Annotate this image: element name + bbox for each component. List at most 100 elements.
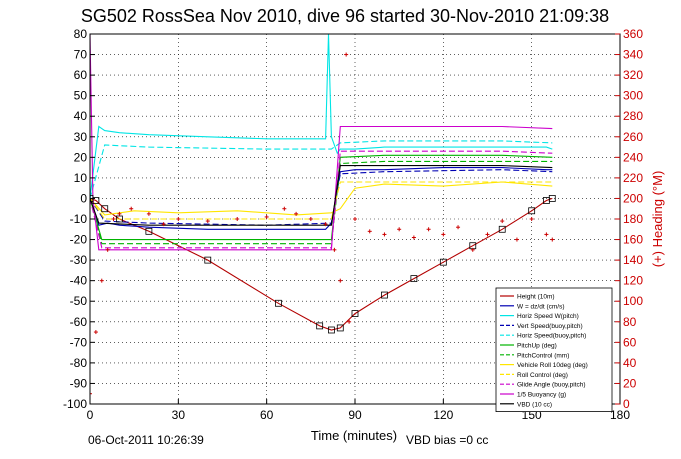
heading-point — [282, 206, 287, 211]
legend-label-8: Roll Control (deg) — [517, 372, 568, 379]
y-tick-label: 0 — [80, 191, 87, 205]
x-tick-label: 90 — [348, 408, 362, 422]
height-marker — [204, 256, 212, 264]
legend-items: Height (10m) W = dz/dt (cm/s) Horiz Speed … — [500, 294, 588, 408]
y-tick-label: 70 — [74, 48, 88, 62]
right-tick-label: 40 — [623, 356, 637, 370]
legend: Height (10m) W = dz/dt (cm/s) Horiz Speed … — [495, 287, 613, 412]
heading-point — [205, 219, 210, 224]
heading-point — [550, 237, 555, 242]
legend-label-0: Height (10m) — [517, 294, 555, 301]
y-tick-label: -60 — [70, 315, 88, 329]
right-tick-label: 120 — [623, 274, 643, 288]
right-tick-label: 340 — [623, 48, 643, 62]
heading-point — [470, 247, 475, 252]
heading-point — [514, 237, 519, 242]
right-axis-ticks: 0 20 40 60 80 100 120 140 160 180 200 220 240 260 280 3… — [615, 27, 643, 411]
height-marker — [336, 324, 344, 332]
series-line-0 — [90, 197, 553, 331]
heading-point — [367, 229, 372, 234]
legend-box — [495, 287, 613, 412]
y-tick-label: 10 — [74, 171, 88, 185]
heading-point — [456, 225, 461, 230]
y-tick-label: -90 — [70, 376, 88, 390]
heading-point — [146, 211, 151, 216]
heading-point — [294, 211, 299, 216]
height-marker — [548, 195, 556, 202]
right-tick-label: 160 — [623, 233, 643, 247]
right-tick-label: 240 — [623, 150, 643, 164]
y-axis-ticks: -100-90-80-70-60-50-40-30-20-10010203040… — [63, 27, 95, 411]
height-marker — [439, 258, 447, 266]
legend-label-5: PitchUp (deg) — [517, 343, 557, 350]
y-tick-label: -70 — [70, 335, 88, 349]
heading-point — [264, 214, 269, 219]
height-marker — [145, 227, 153, 235]
right-tick-label: 180 — [623, 212, 643, 226]
series-line-11 — [90, 165, 553, 226]
legend-label-6: PitchControl (mm) — [517, 352, 569, 359]
y-tick-label: 20 — [74, 150, 88, 164]
heading-point — [426, 227, 431, 232]
height-marker — [92, 197, 100, 204]
series-line-8 — [90, 181, 553, 220]
y-tick-label: -80 — [70, 356, 88, 370]
y-tick-label: 40 — [74, 109, 88, 123]
heading-point — [99, 278, 104, 283]
heading-point — [338, 278, 343, 283]
heading-point — [441, 232, 446, 237]
vbd-bias-label: VBD bias =0 cc — [406, 433, 488, 447]
y-tick-label: -100 — [63, 397, 87, 411]
heading-point — [332, 247, 337, 252]
heading-point — [111, 217, 116, 221]
right-tick-label: 80 — [623, 315, 637, 329]
chart-title: SG502 RossSea Nov 2010, dive 96 started … — [81, 6, 609, 26]
right-tick-label: 200 — [623, 191, 643, 205]
heading-point — [323, 222, 328, 227]
y-tick-label: 80 — [74, 27, 88, 41]
heading-point — [235, 217, 240, 221]
heading-point — [353, 217, 357, 221]
heading-point — [344, 52, 349, 57]
heading-point — [308, 217, 313, 221]
height-marker — [101, 205, 109, 213]
right-tick-label: 260 — [623, 130, 643, 144]
heading-point — [411, 235, 416, 240]
height-marker — [116, 215, 123, 223]
legend-label-10: 1/5 Buoyancy (g) — [517, 392, 566, 399]
heading-point — [90, 391, 92, 396]
right-tick-label: 140 — [623, 253, 643, 267]
right-tick-label: 320 — [623, 68, 643, 82]
x-tick-label: 30 — [172, 408, 186, 422]
right-axis-label: (+) Heading (°M) — [650, 171, 665, 268]
y-tick-label: 50 — [74, 89, 88, 103]
right-tick-label: 280 — [623, 109, 643, 123]
heading-point — [382, 232, 387, 237]
heading-point — [544, 232, 549, 237]
height-marker — [316, 322, 324, 330]
y-tick-label: 30 — [74, 130, 88, 144]
height-marker — [528, 207, 536, 215]
heading-point — [117, 211, 122, 216]
series-line-6 — [90, 160, 553, 245]
x-tick-label: 0 — [87, 408, 94, 422]
series-line-4 — [90, 140, 553, 199]
heading-point — [397, 227, 402, 232]
y-tick-label: -20 — [70, 233, 88, 247]
y-tick-label: 60 — [74, 68, 88, 82]
height-marker — [498, 225, 506, 233]
right-tick-label: 360 — [623, 27, 643, 41]
heading-point — [529, 217, 534, 221]
right-tick-label: 100 — [623, 294, 643, 308]
y-tick-label: -10 — [70, 212, 88, 226]
heading-point — [129, 206, 134, 211]
legend-label-4: Horiz Speed(buoy,pitch) — [517, 333, 586, 340]
legend-label-1: W = dz/dt (cm/s) — [517, 303, 565, 310]
height-marker — [275, 299, 282, 307]
right-tick-label: 60 — [623, 335, 637, 349]
heading-point — [347, 319, 352, 324]
height-marker — [351, 310, 359, 317]
right-tick-label: 20 — [623, 376, 637, 390]
